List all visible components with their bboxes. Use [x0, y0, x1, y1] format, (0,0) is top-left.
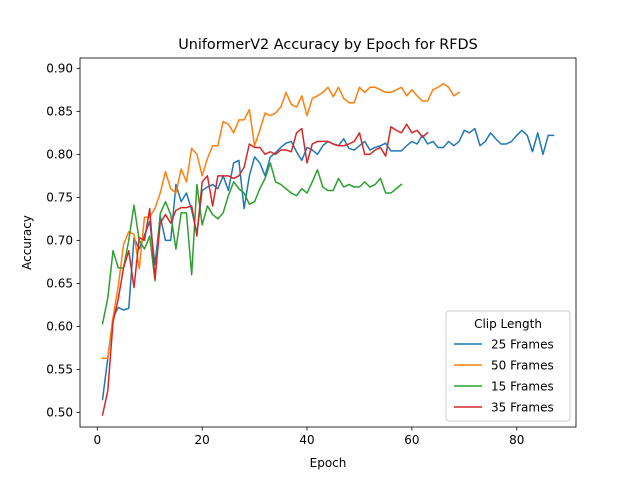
legend: Clip Length 25 Frames 50 Frames 15 Frames 3…: [445, 310, 571, 422]
y-tick-label: 0.80: [46, 148, 73, 162]
x-tick-label: 20: [195, 433, 210, 447]
y-tick-label: 0.60: [46, 320, 73, 334]
legend-entry-label: 25 Frames: [491, 337, 554, 351]
legend-entry-label: 15 Frames: [491, 379, 554, 393]
legend-title: Clip Length: [474, 317, 542, 331]
y-tick-label: 0.65: [46, 277, 73, 291]
legend-entry-label: 50 Frames: [491, 358, 554, 372]
y-tick-label: 0.70: [46, 234, 73, 248]
y-tick-label: 0.90: [46, 62, 73, 76]
x-tick-label: 40: [299, 433, 314, 447]
y-tick-label: 0.85: [46, 105, 73, 119]
chart-title: UniformerV2 Accuracy by Epoch for RFDS: [178, 37, 478, 53]
legend-entry-label: 35 Frames: [491, 400, 554, 414]
y-tick-label: 0.55: [46, 363, 73, 377]
x-tick-label: 60: [404, 433, 419, 447]
x-axis: 0 20 40 60 80: [93, 427, 524, 447]
series-line-3: [101, 123, 429, 416]
y-axis-label: Accuracy: [20, 215, 34, 270]
y-tick-label: 0.75: [46, 191, 73, 205]
series-line-1: [101, 83, 461, 359]
legend-box: [445, 310, 571, 422]
x-tick-label: 0: [93, 433, 101, 447]
plot-frame: [79, 57, 577, 428]
series-line-2: [101, 162, 403, 325]
y-tick-label: 0.50: [46, 406, 73, 420]
y-axis: 0.50 0.55 0.60 0.65 0.70 0.75 0.80 0.85 0.90: [46, 62, 80, 420]
x-axis-label: Epoch: [310, 456, 347, 470]
legend-entries: 25 Frames 50 Frames 15 Frames 35 Frames: [454, 337, 554, 414]
x-tick-label: 80: [509, 433, 524, 447]
plot-content: [101, 83, 555, 416]
